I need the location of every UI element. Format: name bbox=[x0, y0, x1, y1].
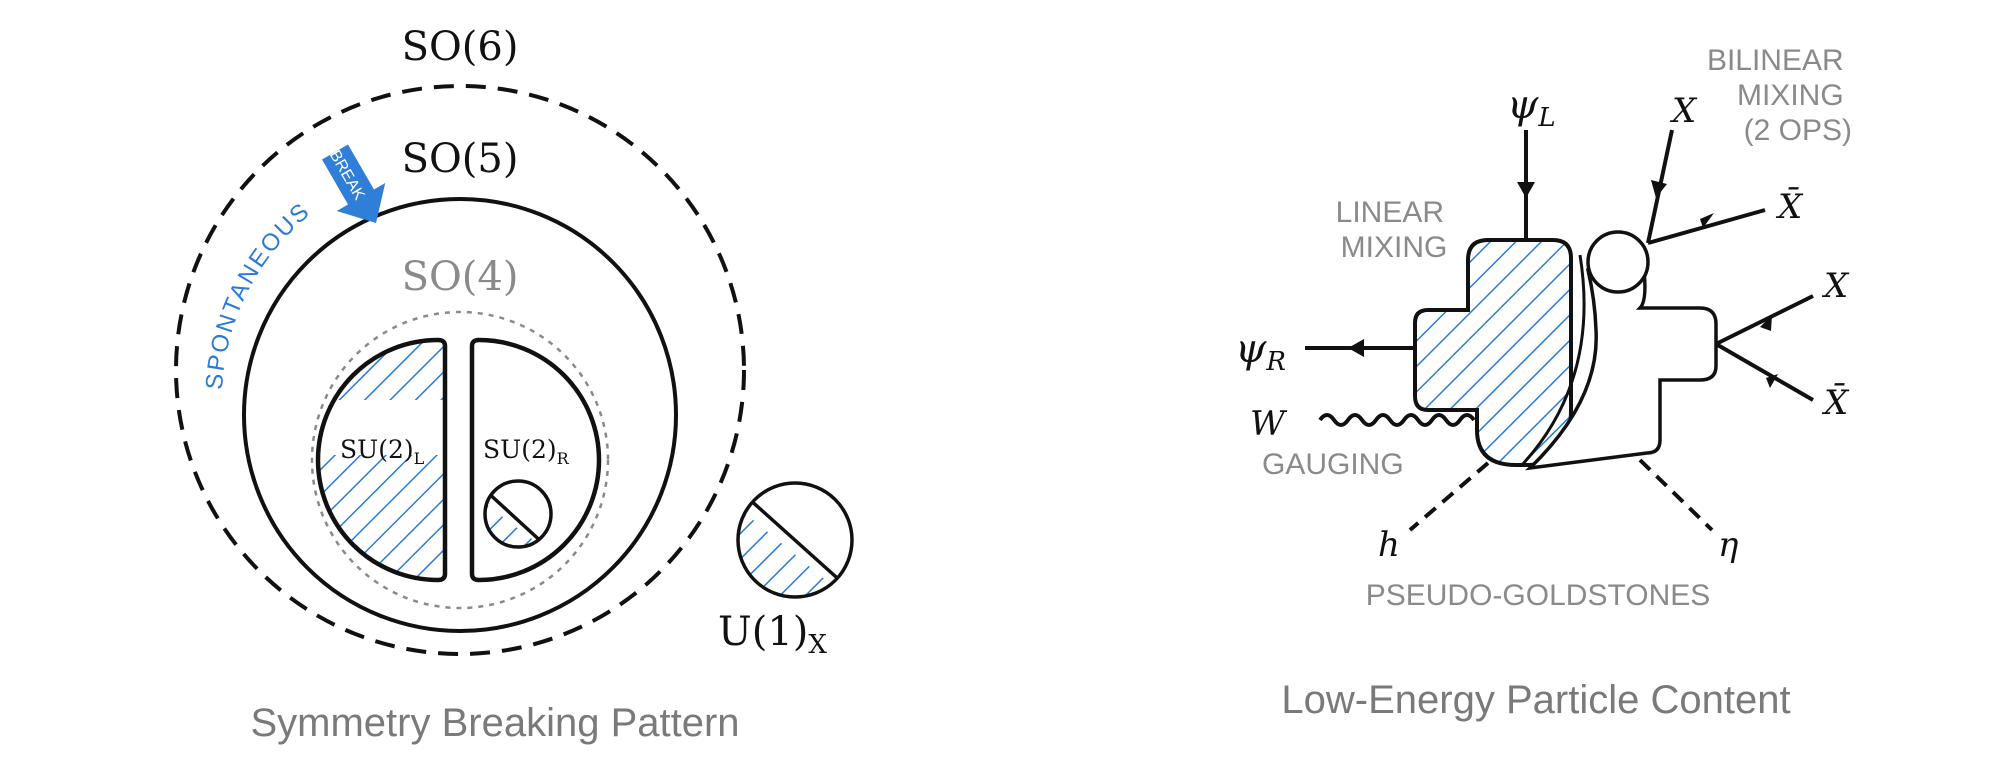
x-right-arrow bbox=[1760, 315, 1772, 331]
x-top-label: X bbox=[1669, 91, 1698, 131]
small-hatched-circle bbox=[483, 479, 553, 549]
right-caption: Low-Energy Particle Content bbox=[1281, 678, 1790, 722]
xbar-top-arrow bbox=[1700, 213, 1714, 228]
psi-r-arrow bbox=[1348, 339, 1364, 357]
x-right-label: X bbox=[1821, 266, 1850, 306]
h-label: h bbox=[1378, 525, 1400, 565]
pseudo-goldstone-body bbox=[1525, 230, 1718, 471]
x-right-line bbox=[1715, 294, 1814, 346]
so6-circle bbox=[174, 84, 746, 656]
su2l-label: SU(2)L bbox=[340, 435, 425, 468]
xbar-right-arrow bbox=[1766, 374, 1778, 388]
su2r-label: SU(2)R bbox=[483, 435, 570, 468]
psi-r-label: ψR bbox=[1235, 326, 1286, 377]
w-wavy-line bbox=[1318, 413, 1476, 427]
left-caption: Symmetry Breaking Pattern bbox=[250, 701, 739, 745]
xbar-right-label: X̄ bbox=[1821, 382, 1850, 423]
linear-mixing-label: LINEAR MIXING bbox=[1336, 196, 1453, 264]
so6-label: SO(6) bbox=[402, 24, 519, 70]
xbar-top-label: X̄ bbox=[1775, 186, 1804, 227]
u1-circle bbox=[736, 481, 854, 599]
pseudo-goldstones-label: PSEUDO-GOLDSTONES bbox=[1366, 579, 1711, 612]
gauging-label: GAUGING bbox=[1262, 448, 1404, 481]
psi-l-arrow bbox=[1517, 182, 1535, 198]
xbar-top-line bbox=[1647, 208, 1766, 245]
w-label: W bbox=[1250, 404, 1288, 444]
xbar-right-line bbox=[1715, 342, 1814, 402]
spontaneous-label: SPONTANEOUS bbox=[201, 197, 316, 390]
eta-label: η bbox=[1718, 525, 1739, 565]
so4-label: SO(4) bbox=[402, 254, 519, 300]
x-top-arrow bbox=[1651, 180, 1667, 198]
break-arrow: BREAK bbox=[322, 144, 386, 224]
so5-circle bbox=[242, 197, 678, 633]
so4-circle bbox=[310, 310, 610, 610]
h-dashed-line bbox=[1408, 461, 1490, 532]
su2r-half-disk bbox=[469, 337, 602, 583]
symmetry-breaking-panel: BREAK SPONTANEOUS SO(6) SO(5) SO(4) SU(2… bbox=[174, 24, 854, 745]
eta-dashed-line bbox=[1638, 458, 1714, 532]
mixing-arc bbox=[1520, 254, 1586, 467]
psi-l-label: ψL bbox=[1507, 82, 1556, 133]
bilinear-mixing-label: BILINEAR MIXING (2 OPS) bbox=[1707, 44, 1852, 147]
particle-content-panel: ψL ψR W h η X X̄ X X̄ LINEAR MIXING BILI… bbox=[1235, 44, 1852, 722]
linear-mixing-blob bbox=[1413, 238, 1573, 467]
so5-label: SO(5) bbox=[402, 136, 519, 182]
bilinear-bubble bbox=[1586, 230, 1650, 294]
u1-label: U(1)X bbox=[718, 609, 827, 660]
